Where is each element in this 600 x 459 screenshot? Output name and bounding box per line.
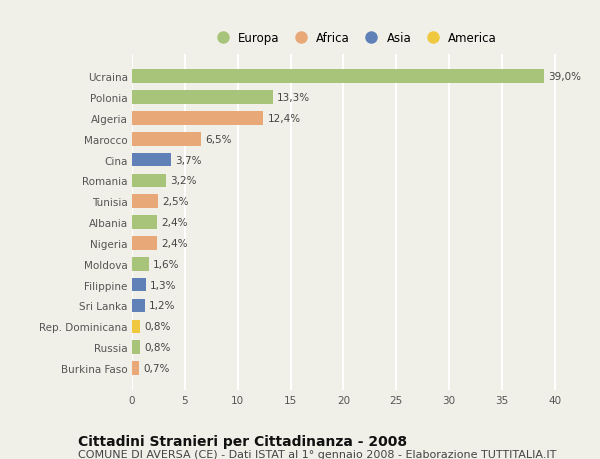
Text: 6,5%: 6,5% xyxy=(205,134,232,145)
Text: 3,7%: 3,7% xyxy=(175,155,202,165)
Text: 3,2%: 3,2% xyxy=(170,176,197,186)
Text: 0,7%: 0,7% xyxy=(143,363,170,373)
Bar xyxy=(132,91,272,105)
Bar xyxy=(132,341,140,354)
Text: 1,3%: 1,3% xyxy=(150,280,176,290)
Text: 0,8%: 0,8% xyxy=(145,322,171,331)
Text: 1,6%: 1,6% xyxy=(153,259,179,269)
Legend: Europa, Africa, Asia, America: Europa, Africa, Asia, America xyxy=(206,28,502,50)
Bar xyxy=(132,361,139,375)
Text: 2,5%: 2,5% xyxy=(163,197,189,207)
Bar xyxy=(132,70,544,84)
Text: 2,4%: 2,4% xyxy=(161,238,188,248)
Text: 39,0%: 39,0% xyxy=(548,72,581,82)
Bar xyxy=(132,153,171,167)
Text: 12,4%: 12,4% xyxy=(268,114,301,123)
Text: 2,4%: 2,4% xyxy=(161,218,188,228)
Text: 1,2%: 1,2% xyxy=(149,301,175,311)
Bar xyxy=(132,320,140,333)
Text: 13,3%: 13,3% xyxy=(277,93,310,103)
Bar xyxy=(132,216,157,230)
Bar xyxy=(132,133,201,146)
Bar xyxy=(132,195,158,208)
Bar xyxy=(132,257,149,271)
Bar xyxy=(132,278,146,292)
Bar xyxy=(132,112,263,125)
Text: COMUNE DI AVERSA (CE) - Dati ISTAT al 1° gennaio 2008 - Elaborazione TUTTITALIA.: COMUNE DI AVERSA (CE) - Dati ISTAT al 1°… xyxy=(78,449,556,459)
Text: 0,8%: 0,8% xyxy=(145,342,171,353)
Text: Cittadini Stranieri per Cittadinanza - 2008: Cittadini Stranieri per Cittadinanza - 2… xyxy=(78,434,407,448)
Bar xyxy=(132,237,157,250)
Bar xyxy=(132,174,166,188)
Bar xyxy=(132,299,145,313)
